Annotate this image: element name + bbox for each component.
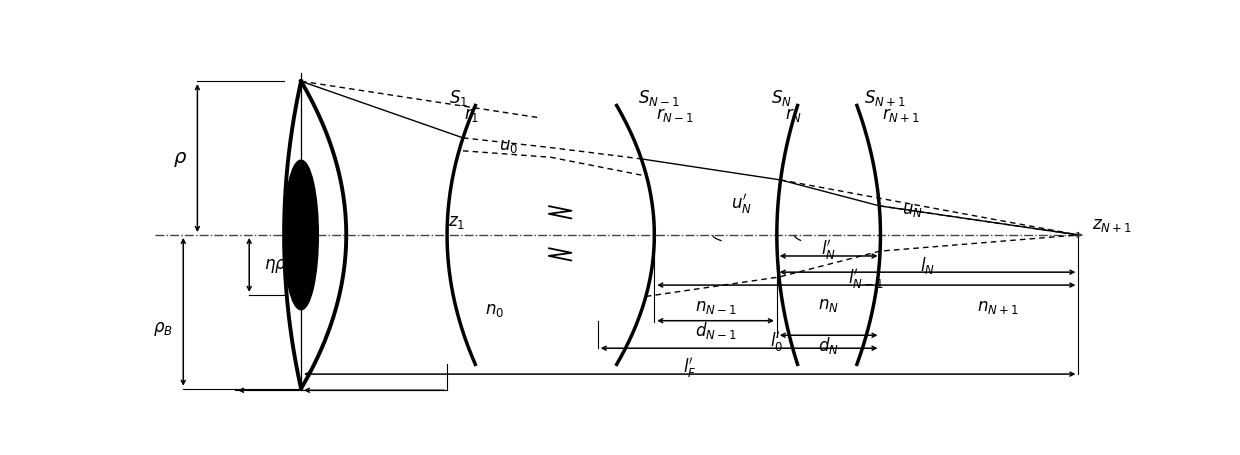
Text: $n_N$: $n_N$ bbox=[818, 296, 839, 313]
Text: $l_{N-1}'$: $l_{N-1}'$ bbox=[848, 266, 884, 290]
Text: $S_N$: $S_N$ bbox=[771, 87, 792, 107]
Text: $d_N$: $d_N$ bbox=[818, 334, 839, 355]
Text: $r_N$: $r_N$ bbox=[785, 106, 802, 124]
Text: $r_1$: $r_1$ bbox=[464, 106, 479, 124]
Text: $n_{N-1}$: $n_{N-1}$ bbox=[694, 298, 737, 315]
Text: $\eta\rho_B$: $\eta\rho_B$ bbox=[264, 256, 295, 274]
Text: $l_N$: $l_N$ bbox=[920, 255, 935, 276]
Ellipse shape bbox=[284, 161, 317, 310]
Text: $z_{N+1}$: $z_{N+1}$ bbox=[1091, 217, 1132, 233]
Text: $S_{N+1}$: $S_{N+1}$ bbox=[864, 87, 906, 107]
Text: $n_0$: $n_0$ bbox=[485, 301, 503, 318]
Text: $\rho_B$: $\rho_B$ bbox=[153, 319, 172, 337]
Text: $S_{N-1}$: $S_{N-1}$ bbox=[639, 87, 680, 107]
Text: $d_{N-1}$: $d_{N-1}$ bbox=[694, 319, 737, 340]
Text: $r_{N+1}$: $r_{N+1}$ bbox=[882, 106, 920, 124]
Text: $l_N'$: $l_N'$ bbox=[821, 237, 836, 261]
Text: $S_1$: $S_1$ bbox=[449, 87, 467, 107]
Text: $u_N'$: $u_N'$ bbox=[730, 192, 751, 216]
Text: $r_{N-1}$: $r_{N-1}$ bbox=[656, 106, 694, 124]
Text: $l_F'$: $l_F'$ bbox=[683, 355, 697, 379]
Text: $z_1$: $z_1$ bbox=[448, 213, 465, 230]
Text: $n_{N+1}$: $n_{N+1}$ bbox=[977, 298, 1019, 315]
Text: $l_0'$: $l_0'$ bbox=[770, 329, 784, 353]
Text: $u_0$: $u_0$ bbox=[498, 138, 518, 155]
Text: $\rho$: $\rho$ bbox=[174, 149, 187, 168]
Text: $u_N$: $u_N$ bbox=[901, 201, 923, 218]
